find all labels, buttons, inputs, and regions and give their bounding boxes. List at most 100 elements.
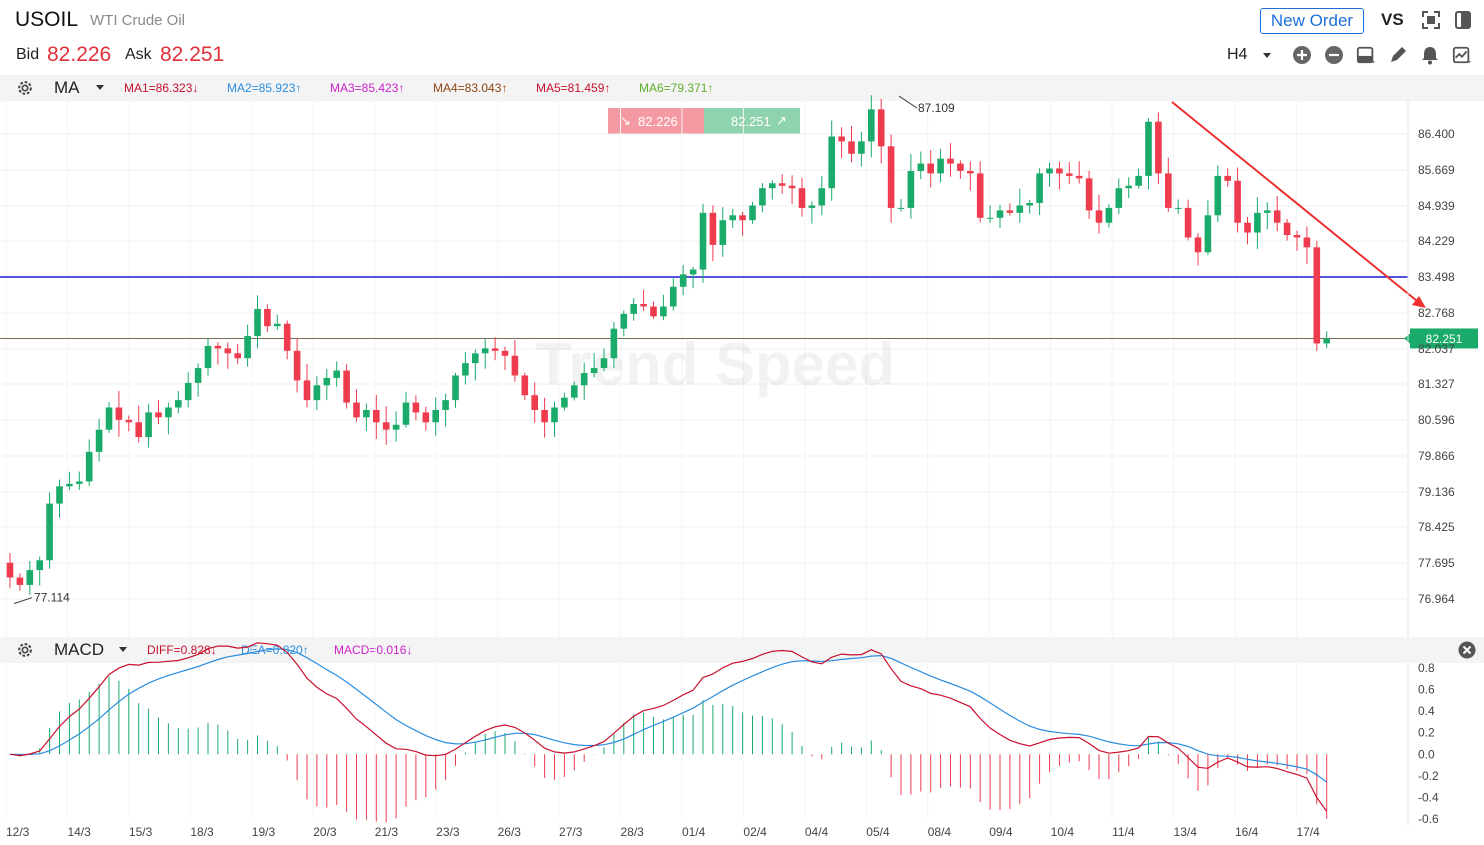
candle-body[interactable]	[937, 158, 944, 174]
candle-body[interactable]	[858, 141, 865, 154]
candle-body[interactable]	[788, 185, 796, 189]
candle-body[interactable]	[650, 306, 657, 317]
candle-body[interactable]	[1115, 188, 1123, 208]
candle-body[interactable]	[868, 109, 875, 142]
ma-settings-gear-icon[interactable]	[16, 79, 34, 97]
candle-body[interactable]	[848, 141, 855, 154]
candle-body[interactable]	[95, 429, 103, 452]
candle-body[interactable]	[274, 323, 281, 327]
candle-body[interactable]	[1075, 175, 1083, 179]
candle-body[interactable]	[828, 136, 835, 189]
candle-body[interactable]	[778, 183, 786, 186]
candle-body[interactable]	[155, 412, 162, 418]
candle-body[interactable]	[333, 370, 340, 378]
candle-body[interactable]	[1184, 207, 1192, 238]
candle-body[interactable]	[491, 348, 499, 351]
candle-body[interactable]	[541, 409, 548, 423]
ma-selector[interactable]: MA	[54, 78, 80, 97]
candle-body[interactable]	[452, 375, 459, 401]
candle-body[interactable]	[254, 308, 261, 337]
candle-body[interactable]	[887, 146, 895, 208]
candle-body[interactable]	[917, 163, 925, 171]
candle-body[interactable]	[531, 395, 538, 410]
candle-body[interactable]	[798, 188, 806, 208]
candle-body[interactable]	[590, 368, 598, 374]
candle-body[interactable]	[1056, 168, 1063, 174]
candle-body[interactable]	[56, 486, 63, 504]
sell-quote-box[interactable]: ↘ 82.226	[608, 108, 704, 134]
candle-body[interactable]	[1313, 247, 1321, 344]
candle-body[interactable]	[1016, 205, 1024, 213]
candle-body[interactable]	[184, 382, 192, 401]
candle-body[interactable]	[996, 210, 1004, 218]
macd-dropdown-icon[interactable]	[118, 646, 128, 654]
timeframe-selector[interactable]: H4	[1227, 46, 1248, 63]
macd-selector[interactable]: MACD	[54, 640, 105, 659]
candle-body[interactable]	[1244, 222, 1251, 233]
buy-quote-box[interactable]: 82.251 ↗	[704, 108, 800, 134]
candle-body[interactable]	[46, 503, 53, 561]
zoom-out-icon[interactable]	[1324, 45, 1344, 65]
candle-body[interactable]	[481, 348, 489, 354]
candle-body[interactable]	[947, 158, 954, 164]
candle-body[interactable]	[412, 402, 420, 413]
candle-body[interactable]	[1323, 338, 1330, 344]
candle-body[interactable]	[679, 274, 687, 287]
candle-body[interactable]	[511, 355, 519, 376]
panel-toggle-icon[interactable]	[1453, 10, 1473, 30]
candle-body[interactable]	[66, 483, 73, 487]
candle-body[interactable]	[1135, 175, 1142, 186]
candle-body[interactable]	[907, 170, 915, 208]
candle-body[interactable]	[6, 562, 14, 578]
candle-body[interactable]	[501, 350, 509, 356]
candle-body[interactable]	[1293, 235, 1301, 238]
candle-body[interactable]	[1234, 180, 1241, 223]
zoom-in-icon[interactable]	[1292, 45, 1312, 65]
candle-body[interactable]	[194, 368, 202, 383]
candle-body[interactable]	[986, 217, 994, 219]
candle-body[interactable]	[1155, 121, 1162, 174]
candle-body[interactable]	[234, 353, 241, 359]
candle-body[interactable]	[1194, 237, 1202, 253]
candle-body[interactable]	[551, 407, 558, 423]
candle-body[interactable]	[36, 560, 43, 571]
candle-body[interactable]	[1036, 173, 1043, 203]
candle-body[interactable]	[1165, 173, 1172, 208]
candle-body[interactable]	[640, 304, 647, 307]
candle-body[interactable]	[472, 353, 479, 364]
candle-body[interactable]	[580, 373, 588, 386]
candle-body[interactable]	[808, 205, 816, 208]
candle-body[interactable]	[600, 358, 608, 369]
candle-body[interactable]	[1105, 207, 1113, 223]
candle-body[interactable]	[283, 323, 291, 351]
candle-body[interactable]	[224, 348, 232, 354]
candle-body[interactable]	[561, 397, 568, 408]
candle-body[interactable]	[719, 220, 727, 245]
candle-body[interactable]	[125, 419, 133, 423]
draw-pencil-icon[interactable]	[1388, 45, 1408, 65]
candle-body[interactable]	[1264, 210, 1271, 213]
candle-body[interactable]	[759, 188, 766, 206]
candle-body[interactable]	[660, 306, 667, 317]
candle-body[interactable]	[293, 350, 301, 381]
candle-body[interactable]	[877, 109, 885, 147]
candle-body[interactable]	[1283, 222, 1291, 236]
candle-body[interactable]	[373, 409, 380, 423]
candle-body[interactable]	[1273, 210, 1281, 223]
candle-body[interactable]	[729, 215, 736, 221]
fullscreen-icon[interactable]	[1421, 10, 1441, 30]
candle-body[interactable]	[689, 269, 697, 275]
candle-body[interactable]	[1224, 175, 1231, 181]
candle-body[interactable]	[838, 136, 845, 142]
candle-body[interactable]	[214, 345, 222, 349]
candle-body[interactable]	[85, 451, 93, 482]
candle-body[interactable]	[749, 205, 756, 221]
candle-body[interactable]	[264, 308, 271, 327]
candle-body[interactable]	[165, 407, 172, 418]
candle-body[interactable]	[204, 345, 212, 369]
candle-body[interactable]	[26, 570, 34, 585]
close-macd-icon[interactable]	[1458, 641, 1476, 659]
candle-body[interactable]	[769, 183, 776, 189]
candle-body[interactable]	[670, 286, 677, 307]
chart-type-icon[interactable]	[1356, 45, 1376, 65]
